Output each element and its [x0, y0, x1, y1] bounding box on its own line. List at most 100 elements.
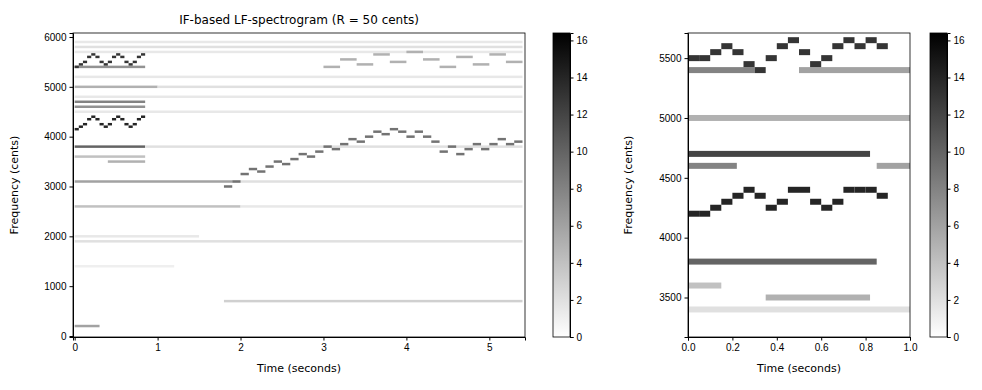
cell — [75, 325, 100, 327]
y-tick-mark — [685, 298, 689, 299]
colorbar-tick-mark — [947, 263, 951, 264]
cell — [75, 145, 145, 147]
cell — [340, 143, 348, 145]
y-tick: 3000 — [44, 181, 73, 192]
colorbar-tick: 6 — [947, 220, 960, 231]
colorbar-tick-label: 0 — [954, 332, 960, 343]
cell — [423, 58, 440, 60]
y-axis-line — [685, 34, 689, 338]
cell — [83, 61, 87, 63]
cell — [75, 86, 158, 88]
cell — [75, 46, 523, 48]
x-tick-label: 3 — [321, 342, 327, 353]
cell — [721, 43, 732, 49]
cell — [158, 86, 523, 88]
colorbar-tick-label: 14 — [954, 72, 966, 83]
y-tick-mark — [685, 178, 689, 179]
colorbar-tick-mark — [570, 115, 574, 116]
cell — [766, 205, 777, 211]
colorbar-tick-mark — [570, 300, 574, 301]
colorbar-tick: 0 — [570, 332, 583, 343]
x-axis-line — [74, 338, 526, 341]
cell — [688, 67, 755, 73]
cell — [75, 76, 523, 78]
colorbar-tick-mark — [947, 152, 951, 153]
x-tick-label: 1.0 — [904, 342, 918, 353]
cell — [232, 180, 240, 182]
cell — [108, 61, 112, 63]
colorbar-tick-mark — [570, 337, 574, 338]
cell — [877, 163, 910, 169]
colorbar-tick-label: 8 — [577, 183, 583, 194]
cell — [688, 151, 870, 157]
y-tick: 5000 — [659, 113, 688, 124]
cell — [506, 61, 523, 63]
y-tick-mark — [70, 236, 74, 237]
cell — [866, 187, 877, 193]
cell — [514, 140, 522, 142]
colorbar-axis: 0246810121416 — [947, 34, 965, 343]
colorbar-tick-label: 2 — [954, 295, 960, 306]
y-tick-label: 6000 — [44, 32, 67, 43]
cell — [832, 199, 843, 205]
cell — [145, 145, 522, 147]
cell — [241, 173, 249, 175]
y-tick-mark — [685, 238, 689, 239]
cell — [688, 259, 877, 265]
colorbar-tick-label: 14 — [577, 72, 589, 83]
cell — [744, 61, 755, 67]
x-axis-line — [689, 338, 911, 341]
x-tick-mark — [241, 337, 242, 341]
cell — [810, 61, 821, 67]
cell — [688, 283, 721, 289]
colorbar-tick-label: 8 — [954, 183, 960, 194]
x-tick-label: 4 — [404, 342, 410, 353]
y-tick-mark — [70, 87, 74, 88]
x-tick-mark — [777, 337, 778, 341]
cell — [75, 66, 79, 68]
cell — [75, 235, 199, 237]
cell — [75, 110, 523, 112]
cell — [373, 130, 381, 132]
colorbar-tick-label: 0 — [577, 332, 583, 343]
x-tick: 5 — [487, 337, 493, 353]
cell — [274, 160, 282, 162]
cell — [406, 135, 414, 137]
cell — [688, 55, 699, 61]
cell — [141, 53, 145, 55]
cell — [95, 118, 99, 120]
y-tick: 0 — [61, 331, 73, 342]
cell — [481, 148, 489, 150]
cell — [129, 125, 133, 127]
colorbar-tick-mark — [947, 337, 951, 338]
colorbar-tick-mark — [947, 226, 951, 227]
x-tick: 0 — [72, 337, 78, 353]
y-tick-label: 3000 — [44, 181, 67, 192]
cell — [866, 37, 877, 43]
y-tick-mark — [70, 186, 74, 187]
cell — [75, 128, 79, 130]
x-tick: 0.4 — [770, 337, 784, 353]
colorbar-tick: 14 — [570, 72, 588, 83]
cell — [799, 49, 810, 55]
cell — [224, 300, 523, 302]
cell — [124, 123, 128, 125]
x-tick: 0.6 — [815, 337, 829, 353]
cell — [232, 180, 522, 182]
x-tick: 3 — [321, 337, 327, 353]
x-tick: 0.8 — [859, 337, 873, 353]
y-tick: 5500 — [659, 53, 688, 64]
cell — [688, 115, 910, 121]
y-tick-label: 5000 — [659, 113, 682, 124]
cell — [265, 165, 273, 167]
y-tick: 4000 — [659, 232, 688, 243]
chart-title: IF-based LF-spectrogram (R = 50 cents) — [179, 13, 419, 27]
y-tick: 6000 — [44, 32, 73, 43]
cell — [777, 43, 788, 49]
cell — [688, 306, 910, 312]
cell — [699, 55, 710, 61]
cell — [456, 153, 464, 155]
x-tick-label: 2 — [238, 342, 244, 353]
plot-frame — [688, 33, 910, 337]
colorbar-tick-mark — [570, 263, 574, 264]
